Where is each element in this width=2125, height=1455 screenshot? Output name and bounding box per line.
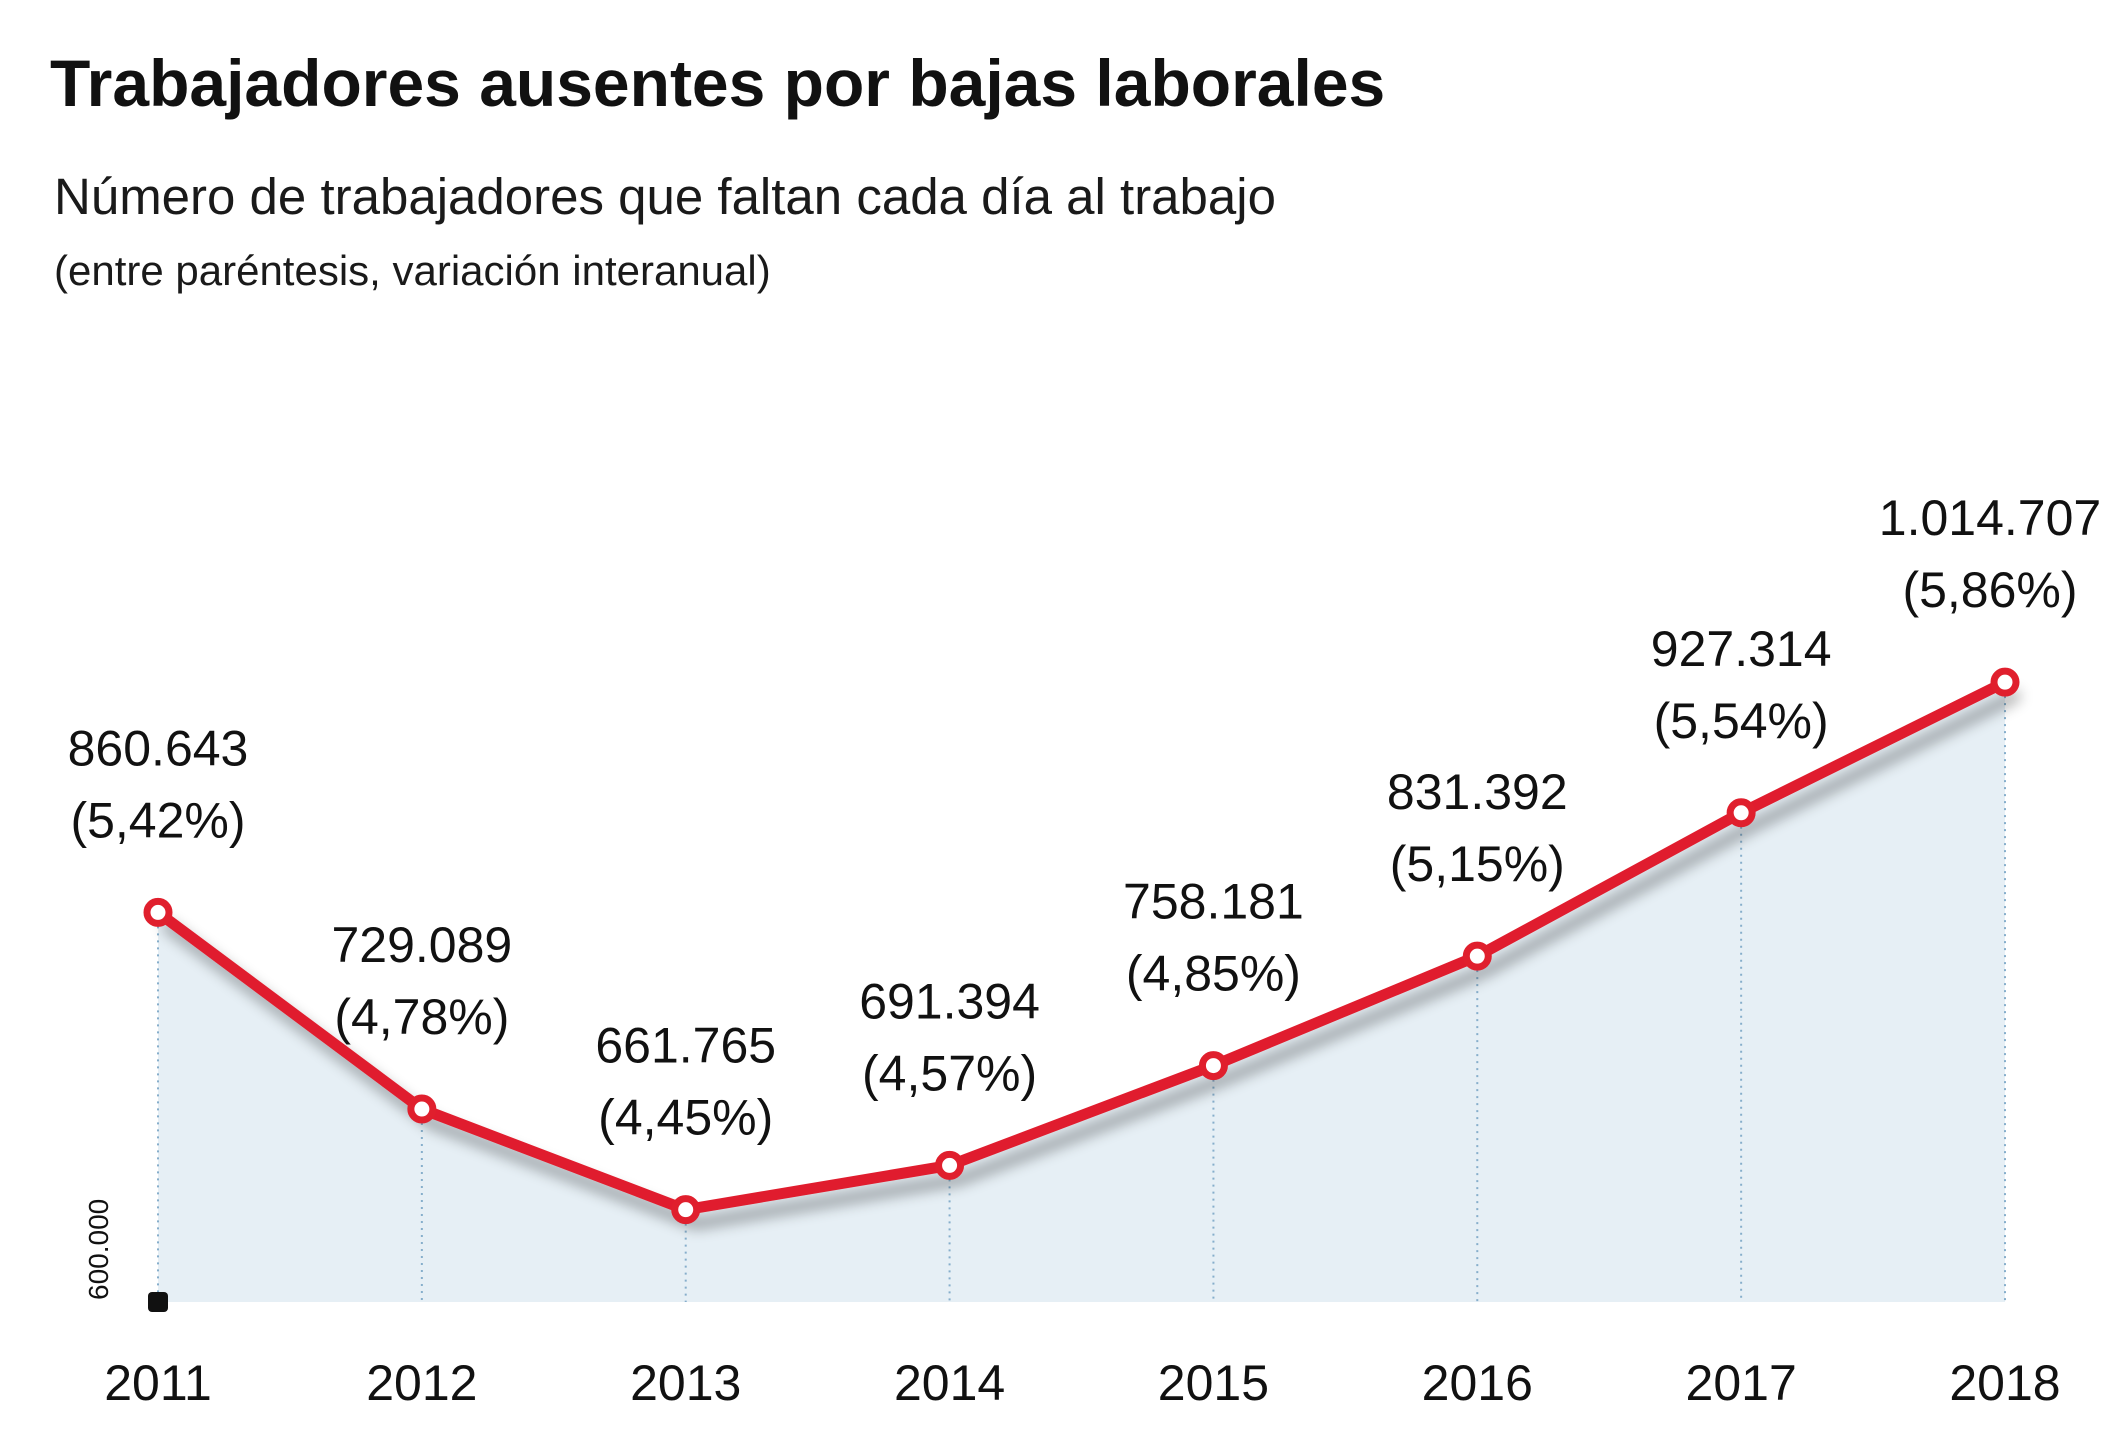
pct-label-2012: (4,78%) xyxy=(334,989,509,1045)
value-label-2013: 661.765 xyxy=(595,1018,776,1074)
x-tick-2011: 2011 xyxy=(104,1355,212,1411)
series-line xyxy=(152,676,2011,1216)
x-tick-2013: 2013 xyxy=(630,1355,741,1411)
value-label-2015: 758.181 xyxy=(1123,874,1304,930)
chart-note: (entre paréntesis, variación interanual) xyxy=(54,247,771,294)
x-tick-2012: 2012 xyxy=(366,1355,477,1411)
data-point-2011 xyxy=(143,897,173,927)
x-tick-2017: 2017 xyxy=(1686,1355,1797,1411)
pct-label-2017: (5,54%) xyxy=(1654,693,1829,749)
pct-label-2018: (5,86%) xyxy=(1902,562,2077,618)
pct-label-2016: (5,15%) xyxy=(1390,836,1565,892)
data-point-2013 xyxy=(671,1195,701,1225)
x-tick-2014: 2014 xyxy=(894,1355,1005,1411)
value-label-2017: 927.314 xyxy=(1651,621,1832,677)
chart-title: Trabajadores ausentes por bajas laborale… xyxy=(50,46,1385,120)
x-tick-2015: 2015 xyxy=(1158,1355,1269,1411)
guide-lines xyxy=(157,682,2006,1302)
chart-subtitle: Número de trabajadores que faltan cada d… xyxy=(54,168,1276,225)
area-fill xyxy=(158,682,2005,1302)
pct-label-2011: (5,42%) xyxy=(70,792,245,848)
value-label-2018: 1.014.707 xyxy=(1879,490,2101,546)
series-line-layer xyxy=(152,676,2011,1216)
pct-label-2014: (4,57%) xyxy=(862,1045,1037,1101)
data-point-2015 xyxy=(1198,1051,1228,1081)
value-label-2012: 729.089 xyxy=(331,917,512,973)
value-label-2011: 860.643 xyxy=(68,720,249,776)
data-point-2018 xyxy=(1990,667,2020,697)
data-point-2017 xyxy=(1726,798,1756,828)
markers xyxy=(143,667,2020,1225)
pct-label-2013: (4,45%) xyxy=(598,1090,773,1146)
x-tick-2016: 2016 xyxy=(1422,1355,1533,1411)
y-min-label: 600.000 xyxy=(83,1199,114,1300)
value-label-2014: 691.394 xyxy=(859,973,1040,1029)
baseline-marker xyxy=(148,1292,168,1312)
x-tick-labels: 2011 2012 2013 2014 2015 2016 2017 2018 xyxy=(104,1355,2060,1411)
value-labels: 860.643 (5,42%) 729.089 (4,78%) 661.765 (4,45… xyxy=(68,490,2102,1146)
x-tick-2018: 2018 xyxy=(1949,1355,2060,1411)
data-point-2014 xyxy=(935,1150,965,1180)
data-point-2012 xyxy=(407,1094,437,1124)
pct-label-2015: (4,85%) xyxy=(1126,946,1301,1002)
value-label-2016: 831.392 xyxy=(1387,764,1568,820)
data-point-2016 xyxy=(1462,941,1492,971)
